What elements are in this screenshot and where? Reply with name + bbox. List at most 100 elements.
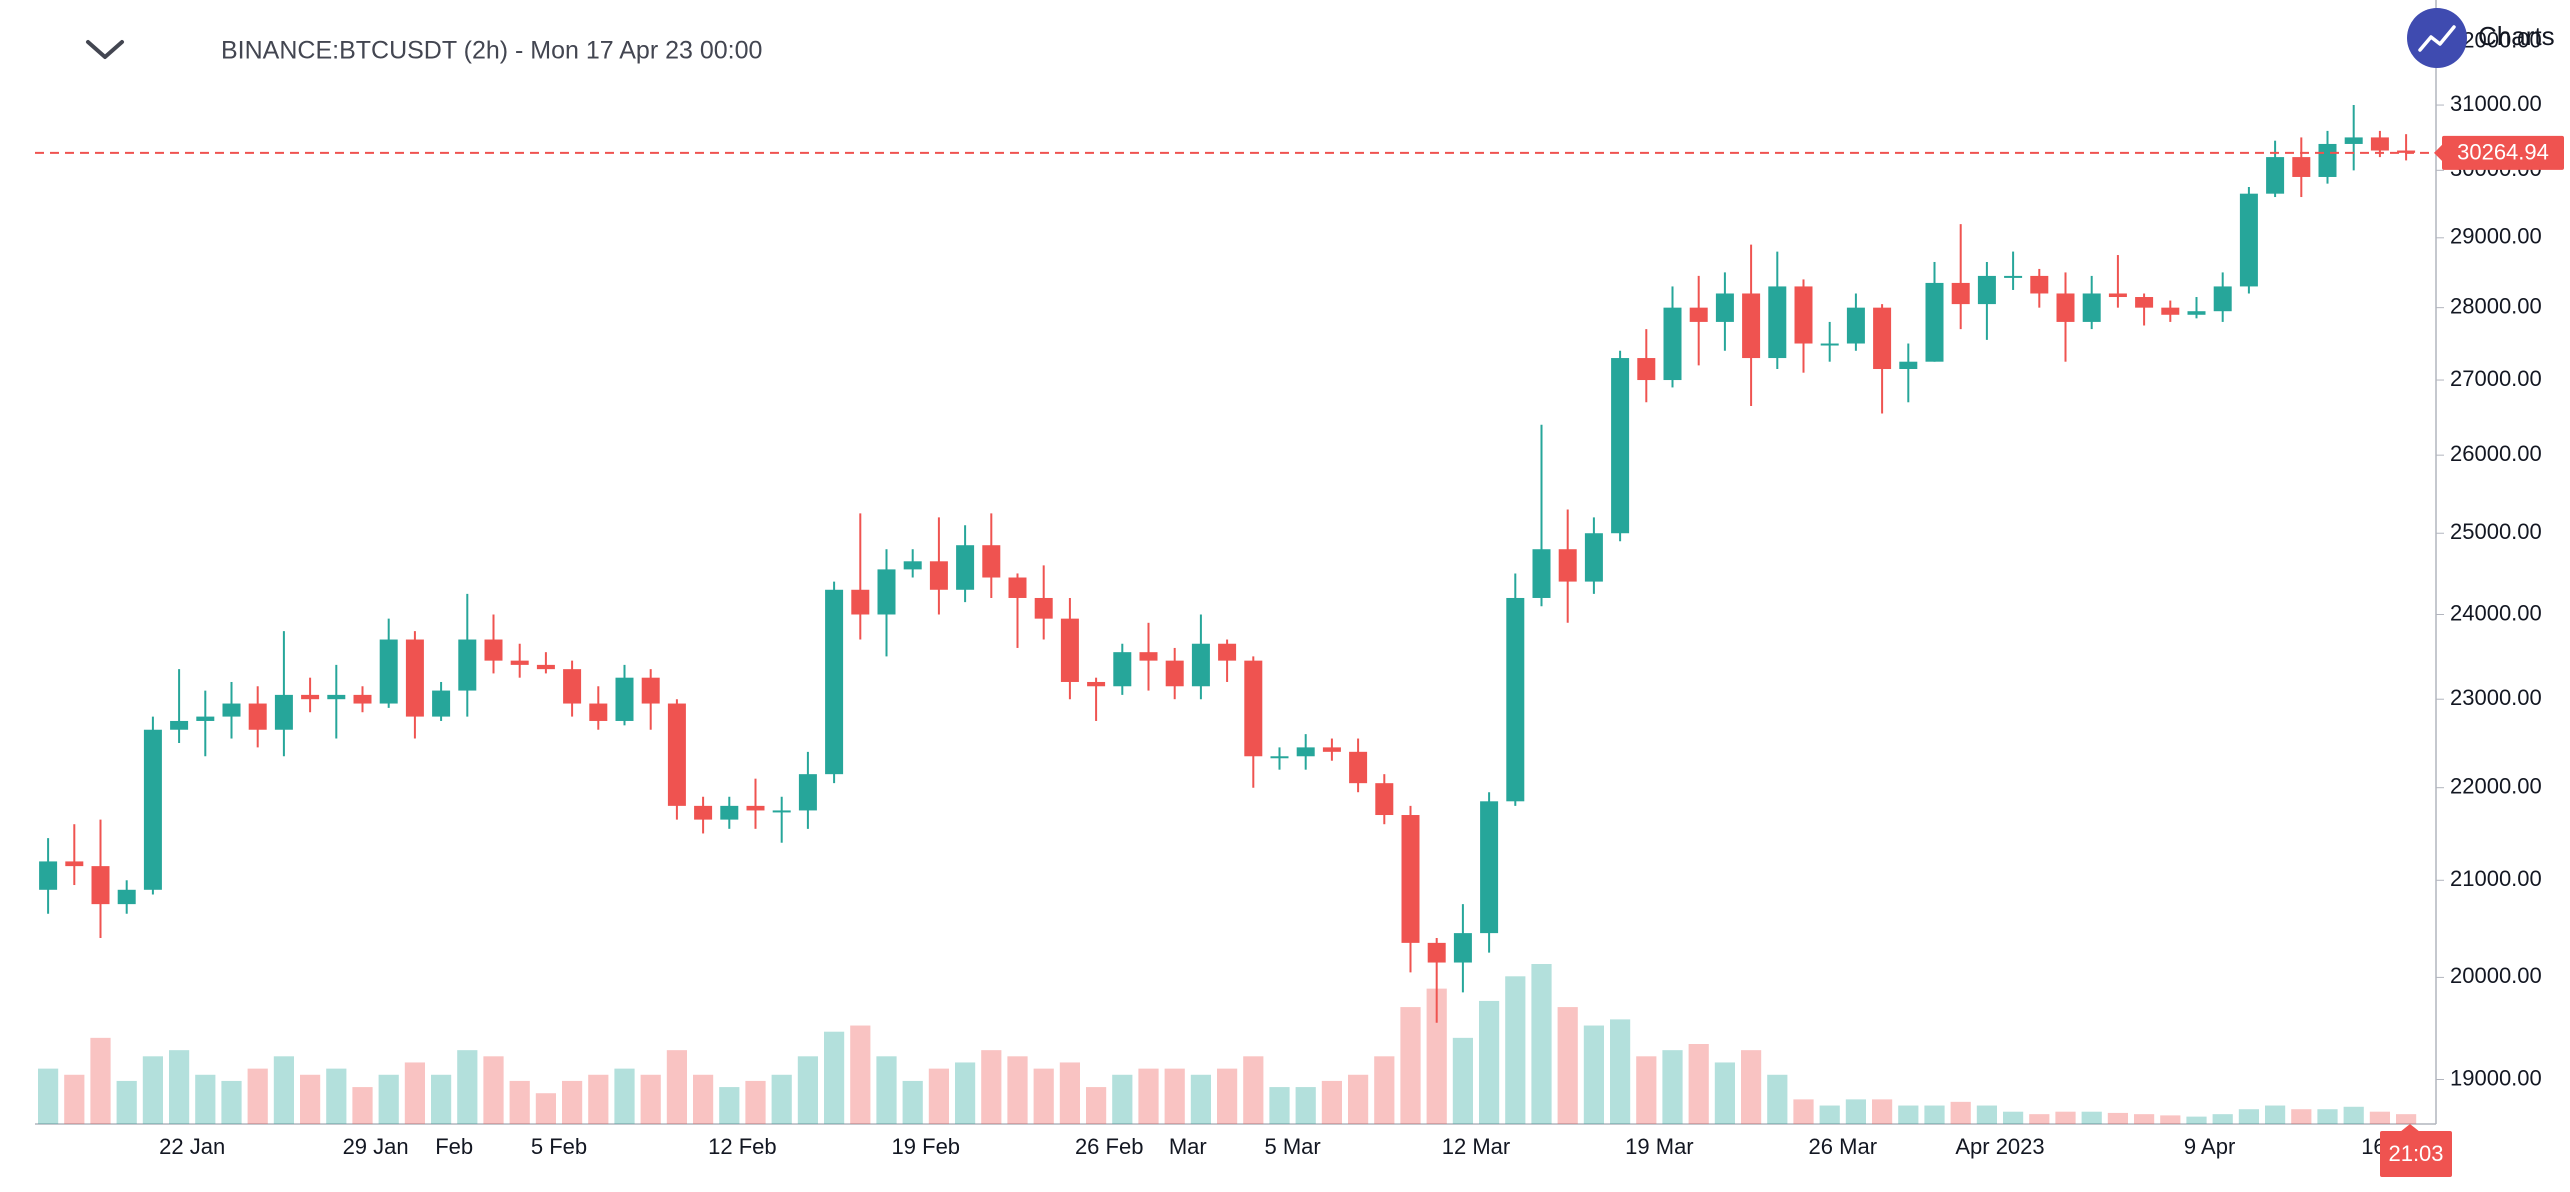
candle-body — [1427, 942, 1446, 963]
volume-bar — [2265, 1105, 2286, 1124]
candle-body — [1165, 660, 1184, 687]
volume-bar — [640, 1074, 661, 1124]
time-tag-arrow — [2400, 1124, 2420, 1132]
last-price-tag-arrow — [2434, 142, 2444, 163]
volume-bar — [1583, 1025, 1604, 1124]
x-tick-label: 26 Mar — [1809, 1134, 1877, 1159]
candle-body — [170, 720, 189, 730]
volume-bar — [981, 1050, 1002, 1124]
volume-bar — [719, 1087, 740, 1124]
y-tick-label: 23000.00 — [2450, 685, 2542, 710]
volume-bar — [1348, 1074, 1369, 1124]
volume-bar — [1610, 1019, 1631, 1124]
candle-body — [694, 805, 713, 820]
volume-bar — [2134, 1114, 2155, 1124]
volume-bar — [64, 1074, 85, 1124]
candle-body — [2318, 143, 2337, 177]
candle-body — [1034, 597, 1053, 619]
y-tick-label: 24000.00 — [2450, 600, 2542, 625]
candle-body — [1794, 286, 1813, 344]
volume-bar — [614, 1068, 635, 1124]
volume-bar — [535, 1093, 556, 1124]
candle-body — [1899, 361, 1918, 370]
candle-body — [1611, 358, 1630, 534]
volume-bar — [326, 1068, 347, 1124]
y-tick-label: 21000.00 — [2450, 866, 2542, 891]
volume-bar — [1321, 1080, 1342, 1124]
candle-body — [615, 677, 634, 721]
candle-body — [1322, 747, 1341, 752]
volume-bar — [850, 1025, 871, 1124]
logo-text: Charts — [2478, 21, 2555, 51]
candle-body — [2344, 137, 2363, 144]
y-tick-label: 19000.00 — [2450, 1065, 2542, 1090]
logo-icon — [2418, 25, 2456, 52]
candle-body — [2135, 297, 2154, 308]
collapse-chevron[interactable] — [86, 40, 124, 59]
volume-bar — [1793, 1099, 1814, 1124]
volume-bar — [2317, 1109, 2338, 1124]
x-tick-label: 9 Apr — [2184, 1134, 2235, 1159]
x-tick-label: 22 Jan — [159, 1134, 225, 1159]
volume-bar — [1086, 1087, 1107, 1124]
x-tick-label: 5 Feb — [531, 1134, 587, 1159]
volume-bar — [1714, 1062, 1735, 1124]
volume-bar — [116, 1080, 137, 1124]
time-tag — [2380, 1131, 2452, 1177]
candle-body — [1820, 343, 1839, 346]
volume-bar — [1400, 1007, 1421, 1124]
volume-bar — [2291, 1109, 2312, 1124]
volume-bar — [195, 1074, 216, 1124]
volume-bar — [483, 1056, 504, 1124]
volume-bar — [1426, 988, 1447, 1124]
volume-bar — [1295, 1087, 1316, 1124]
candle-body — [2108, 293, 2127, 298]
candle-body — [2213, 286, 2232, 312]
volume-bar — [1845, 1099, 1866, 1124]
x-tick-label: 12 Feb — [708, 1134, 777, 1159]
volume-bar — [955, 1062, 976, 1124]
candle-body — [1139, 652, 1158, 661]
candle-body — [667, 703, 686, 806]
candle-body — [1218, 643, 1237, 661]
volume-bar — [352, 1087, 373, 1124]
x-tick-label: 19 Feb — [892, 1134, 961, 1159]
volume-bar — [2212, 1114, 2233, 1124]
volume-bar — [273, 1056, 294, 1124]
candle-body — [720, 805, 739, 820]
volume-bar — [1243, 1056, 1264, 1124]
candle-body — [405, 639, 424, 717]
candle-body — [2004, 275, 2023, 278]
volume-bar — [1112, 1074, 1133, 1124]
candle-body — [1191, 643, 1210, 687]
candle-body — [379, 639, 398, 704]
logo-badge — [2407, 8, 2467, 68]
y-tick-label: 22000.00 — [2450, 774, 2542, 799]
volume-bar — [1190, 1074, 1211, 1124]
candle-body — [641, 677, 660, 704]
volume-bar — [1872, 1099, 1893, 1124]
volume-bar — [300, 1074, 321, 1124]
candle-body — [798, 774, 817, 811]
candle-body — [2292, 157, 2311, 177]
candle-body — [929, 561, 948, 590]
y-tick-label: 25000.00 — [2450, 519, 2542, 544]
last-price-tag — [2442, 135, 2564, 170]
volume-bar — [1007, 1056, 1028, 1124]
candle-body — [851, 589, 870, 615]
candle-body — [143, 729, 162, 890]
time-label: 21:03 — [2388, 1141, 2443, 1166]
volume-bar — [169, 1050, 190, 1124]
candle-body — [825, 589, 844, 775]
candle-body — [301, 694, 320, 700]
candle-body — [2030, 275, 2049, 294]
y-tick-label: 31000.00 — [2450, 91, 2542, 116]
volume-bar — [797, 1056, 818, 1124]
candle-body — [1244, 660, 1263, 757]
volume-bar — [1950, 1101, 1971, 1124]
volume-bar — [142, 1056, 163, 1124]
candle-body — [1558, 549, 1577, 582]
volume-bar — [1898, 1105, 1919, 1124]
overlay-layer: 30264.94 21:03 Charts — [35, 8, 2564, 1177]
